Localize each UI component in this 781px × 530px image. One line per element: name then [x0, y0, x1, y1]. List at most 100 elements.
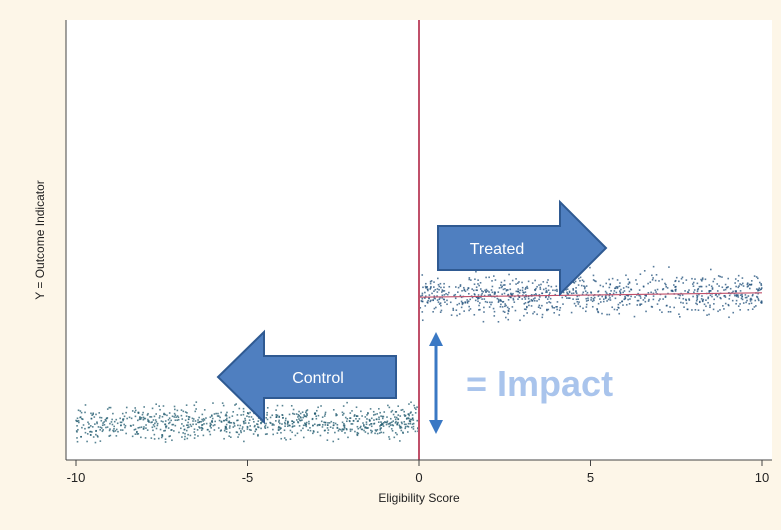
control-point	[164, 413, 167, 416]
treated-point	[701, 279, 703, 282]
control-point	[391, 430, 394, 432]
treated-point	[577, 298, 579, 300]
treated-point	[717, 310, 719, 313]
treated-point	[727, 286, 729, 288]
control-point	[379, 427, 382, 430]
control-point	[157, 437, 160, 440]
control-point	[173, 405, 176, 408]
treated-point	[500, 281, 503, 284]
control-point	[337, 429, 340, 432]
control-point	[297, 416, 299, 418]
control-point	[100, 427, 103, 429]
control-point	[257, 426, 259, 428]
impact-arrow	[429, 332, 443, 434]
control-point	[342, 424, 345, 427]
treated-point	[611, 295, 614, 297]
control-point	[109, 422, 111, 425]
control-point	[396, 422, 399, 425]
treated-point	[669, 306, 671, 308]
control-point	[320, 405, 322, 407]
treated-point	[737, 296, 740, 298]
treated-point	[541, 304, 543, 307]
treated-point	[464, 301, 466, 303]
control-point	[407, 431, 409, 433]
control-point	[225, 419, 227, 421]
control-point	[380, 421, 382, 423]
control-point	[330, 420, 333, 423]
control-point	[400, 429, 403, 432]
treated-point	[446, 303, 448, 306]
treated-point	[601, 295, 603, 298]
treated-point	[575, 305, 577, 307]
control-point	[76, 420, 78, 422]
control-point	[332, 427, 334, 429]
treated-point	[642, 285, 645, 288]
treated-point	[420, 300, 423, 302]
treated-point	[505, 316, 507, 319]
control-point	[392, 420, 395, 422]
treated-point	[647, 282, 649, 285]
control-point	[147, 412, 149, 415]
control-point	[321, 426, 324, 428]
treated-point	[740, 297, 743, 300]
treated-point	[577, 284, 580, 286]
y-axis-title: Y = Outcome Indicator	[33, 180, 47, 300]
treated-point	[460, 296, 463, 299]
treated-point	[650, 291, 652, 294]
control-point	[216, 415, 219, 417]
treated-point	[478, 297, 481, 299]
treated-point	[585, 306, 588, 308]
control-point	[358, 418, 361, 420]
treated-point	[678, 280, 680, 283]
control-point	[367, 412, 369, 415]
control-point	[211, 417, 214, 420]
control-point	[130, 417, 133, 420]
control-point	[139, 416, 141, 418]
treated-point	[669, 310, 672, 313]
treated-point	[421, 294, 424, 297]
control-point	[391, 409, 394, 412]
control-point	[382, 425, 385, 427]
control-point	[228, 416, 231, 419]
treated-point	[607, 298, 610, 301]
treated-point	[625, 285, 628, 288]
control-point	[201, 418, 203, 421]
treated-point	[683, 306, 685, 308]
treated-point	[528, 304, 530, 307]
control-point	[357, 432, 360, 435]
treated-point	[713, 278, 716, 280]
treated-point	[622, 304, 624, 306]
control-point	[165, 426, 167, 429]
control-point	[411, 417, 414, 420]
control-point	[366, 427, 369, 429]
control-point	[76, 440, 79, 443]
control-point	[98, 412, 101, 414]
treated-point	[619, 292, 622, 295]
control-point	[161, 435, 164, 437]
treated-point	[758, 287, 761, 290]
treated-point	[562, 291, 565, 294]
treated-point	[480, 296, 482, 298]
treated-point	[559, 306, 562, 309]
control-point	[277, 427, 280, 429]
control-point	[275, 414, 278, 416]
control-point	[102, 429, 104, 431]
control-point	[315, 409, 318, 412]
treated-point	[483, 306, 485, 309]
control-point	[403, 420, 406, 423]
control-point	[91, 431, 93, 433]
control-point	[254, 424, 256, 427]
control-point	[114, 430, 117, 432]
control-point	[373, 423, 375, 425]
treated-point	[479, 281, 482, 284]
treated-point	[556, 301, 559, 303]
control-point	[119, 421, 122, 424]
control-point	[233, 425, 236, 427]
control-point	[276, 432, 279, 434]
treated-point	[654, 289, 657, 292]
treated-point	[693, 289, 696, 291]
control-point	[363, 424, 365, 426]
control-point	[168, 435, 170, 438]
control-point	[228, 420, 231, 423]
treated-point	[578, 277, 580, 280]
